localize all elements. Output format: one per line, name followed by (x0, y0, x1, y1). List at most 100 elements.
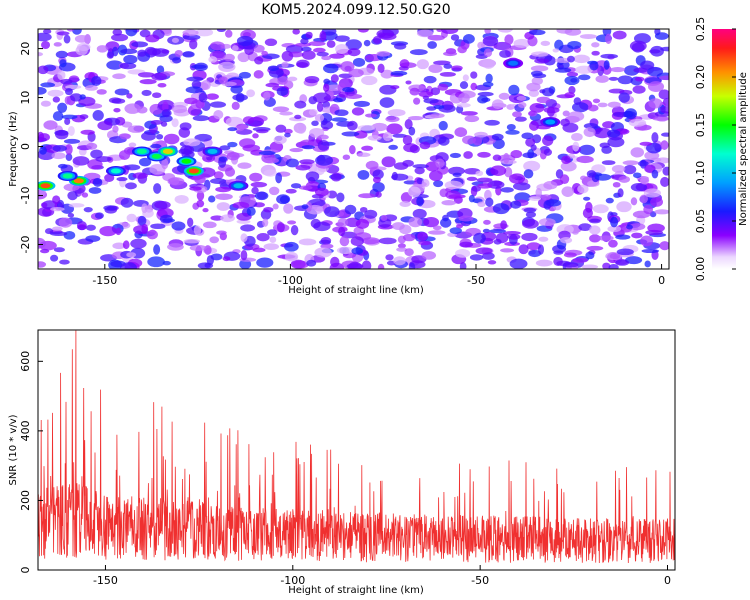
heatmap-hotspot (73, 178, 84, 184)
heatmap-cell (120, 48, 138, 55)
heatmap-cell (589, 234, 601, 243)
heatmap-cell (161, 158, 169, 170)
heatmap-cell (497, 29, 513, 33)
heatmap-cell (261, 50, 268, 56)
heatmap-cell (342, 154, 351, 160)
heatmap-cell (189, 39, 198, 50)
heatmap-cell (413, 97, 421, 105)
heatmap-cell (67, 191, 78, 201)
heatmap-cell (588, 218, 601, 224)
heatmap-cell (305, 201, 312, 213)
heatmap-hotspot (207, 148, 218, 154)
heatmap-cell (372, 182, 385, 193)
heatmap-cell (593, 127, 612, 139)
heatmap-cell (273, 135, 287, 145)
heatmap-cell (256, 129, 269, 134)
heatmap-cell (600, 53, 618, 59)
heatmap-cell (126, 93, 133, 99)
heatmap-cell (470, 82, 478, 91)
heatmap-cell (564, 29, 582, 36)
heatmap-cell (506, 123, 516, 131)
heatmap-cell (51, 152, 66, 160)
heatmap-cell (477, 91, 494, 97)
heatmap-cell (68, 203, 85, 208)
heatmap-cell (650, 197, 664, 207)
heatmap-cell (390, 70, 408, 76)
heatmap-cell (294, 114, 302, 120)
heatmap-cell (38, 261, 47, 268)
heatmap-cell (427, 34, 445, 41)
heatmap-cell (99, 226, 117, 237)
heatmap-cell (624, 108, 638, 120)
heatmap-cell (220, 214, 235, 223)
heatmap-cell (298, 185, 313, 190)
heatmap-cell (172, 57, 182, 64)
heatmap-cell (512, 111, 522, 118)
heatmap-cell (538, 236, 549, 242)
heatmap-cell (137, 215, 147, 226)
heatmap-cell (137, 49, 147, 57)
heatmap-cell (535, 187, 542, 198)
heatmap-cell (161, 49, 170, 54)
heatmap-cell (56, 31, 70, 36)
heatmap-cell (572, 141, 580, 152)
heatmap-cell (586, 245, 604, 251)
heatmap-cell (454, 127, 468, 138)
y-tick-label: 600 (19, 351, 32, 372)
heatmap-cell (355, 218, 370, 229)
heatmap-cell (553, 250, 564, 255)
heatmap-cell (209, 236, 220, 244)
heatmap-cell (438, 136, 450, 146)
heatmap-cell (55, 50, 68, 59)
heatmap-cell (85, 235, 101, 242)
heatmap-cell (43, 120, 58, 130)
heatmap-cell (305, 31, 313, 39)
spectrogram-y-ticks: -20 -10 0 10 20 (19, 42, 43, 253)
heatmap-cell (174, 50, 183, 57)
heatmap-cell (317, 139, 330, 151)
heatmap-cell (646, 142, 662, 154)
heatmap-cell (194, 174, 206, 184)
heatmap-cell (327, 190, 338, 199)
heatmap-cell (361, 145, 374, 151)
heatmap-cell (123, 54, 138, 64)
heatmap-cell (485, 73, 493, 84)
heatmap-cell (414, 167, 425, 175)
heatmap-cell (314, 247, 332, 258)
heatmap-cell (441, 200, 457, 206)
heatmap-cell (579, 34, 598, 39)
heatmap-cell (162, 29, 173, 37)
heatmap-cell (622, 160, 639, 166)
heatmap-cell (602, 262, 611, 269)
heatmap-cell (483, 48, 493, 58)
heatmap-cell (339, 236, 350, 247)
heatmap-cell (276, 222, 285, 233)
heatmap-cell (526, 242, 542, 251)
heatmap-cell (512, 182, 531, 191)
heatmap-cell (254, 56, 264, 65)
heatmap-cell (216, 29, 226, 33)
heatmap-cell (586, 170, 597, 178)
heatmap-cell (651, 169, 659, 179)
heatmap-cell (344, 93, 363, 99)
heatmap-cell (637, 160, 649, 167)
heatmap-cell (522, 152, 538, 159)
heatmap-cell (456, 102, 471, 108)
heatmap-cell (375, 191, 382, 198)
heatmap-cell (393, 42, 407, 50)
heatmap-cell (335, 44, 349, 54)
heatmap-cell (113, 107, 121, 113)
heatmap-cell (242, 144, 261, 152)
heatmap-cell (263, 243, 280, 250)
heatmap-cell (95, 156, 112, 163)
heatmap-cell (428, 230, 446, 235)
heatmap-cell (455, 224, 463, 229)
x-tick-label: -100 (280, 574, 305, 587)
heatmap-cell (658, 89, 669, 100)
heatmap-cell (255, 191, 269, 201)
heatmap-cell (399, 59, 410, 69)
heatmap-cell (344, 204, 357, 215)
heatmap-cell (125, 29, 138, 37)
heatmap-cell (610, 67, 626, 73)
